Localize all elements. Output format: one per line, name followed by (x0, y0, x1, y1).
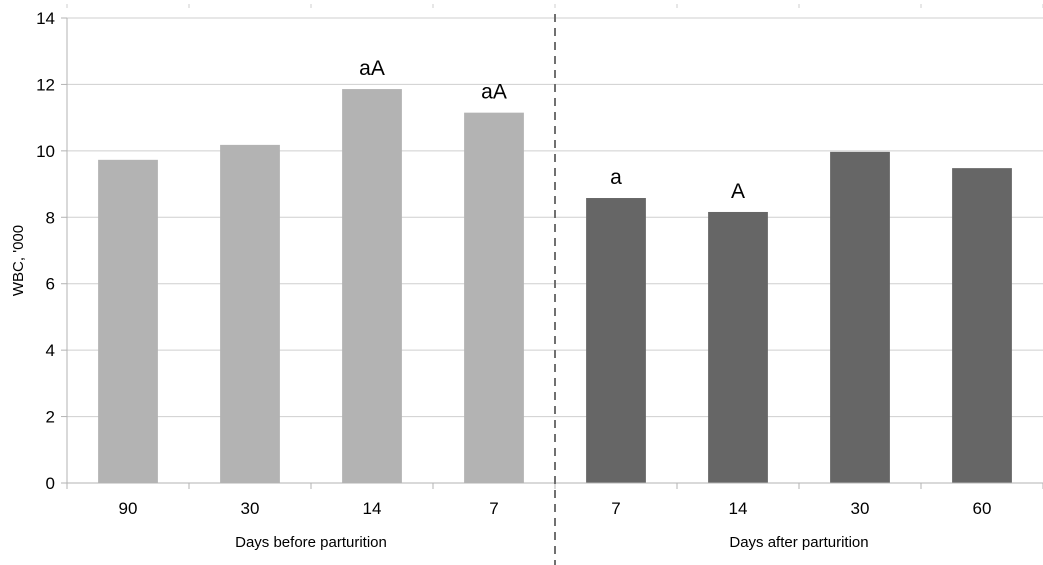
bar (830, 151, 890, 483)
y-tick-label: 14 (36, 9, 55, 28)
y-tick-label: 4 (46, 341, 55, 360)
x-tick-label: 7 (489, 499, 498, 518)
bar (708, 211, 768, 483)
bar (98, 159, 158, 483)
labels: 0 2 4 6 8 10 12 14 90 30 14 aA 7 aA 7 a 14 A 30 60 Days befo… (10, 9, 991, 551)
y-axis-title: WBC, '000 (10, 225, 27, 296)
x-tick-label: 14 (729, 499, 748, 518)
y-tick-label: 6 (46, 275, 55, 294)
y-tick-label: 0 (46, 474, 55, 493)
x-tick-label: 90 (119, 499, 138, 518)
bar (952, 168, 1012, 483)
bar-annotation: a (610, 166, 622, 189)
axes (61, 4, 1043, 565)
x-tick-label: 60 (973, 499, 992, 518)
bar-annotation: A (731, 180, 745, 203)
bar-annotation: aA (359, 57, 385, 80)
bar (342, 89, 402, 483)
bar-annotation: aA (481, 81, 507, 104)
x-tick-label: 7 (611, 499, 620, 518)
bar (464, 112, 524, 484)
bar (586, 198, 646, 483)
group-label: Days before parturition (235, 534, 387, 551)
bar (220, 144, 280, 483)
group-label: Days after parturition (729, 534, 868, 551)
y-tick-label: 12 (36, 75, 55, 94)
y-tick-label: 8 (46, 208, 55, 227)
y-tick-label: 10 (36, 142, 55, 161)
bars (98, 89, 1012, 484)
x-tick-label: 30 (851, 499, 870, 518)
y-tick-label: 2 (46, 408, 55, 427)
x-tick-label: 14 (363, 499, 382, 518)
x-tick-label: 30 (241, 499, 260, 518)
